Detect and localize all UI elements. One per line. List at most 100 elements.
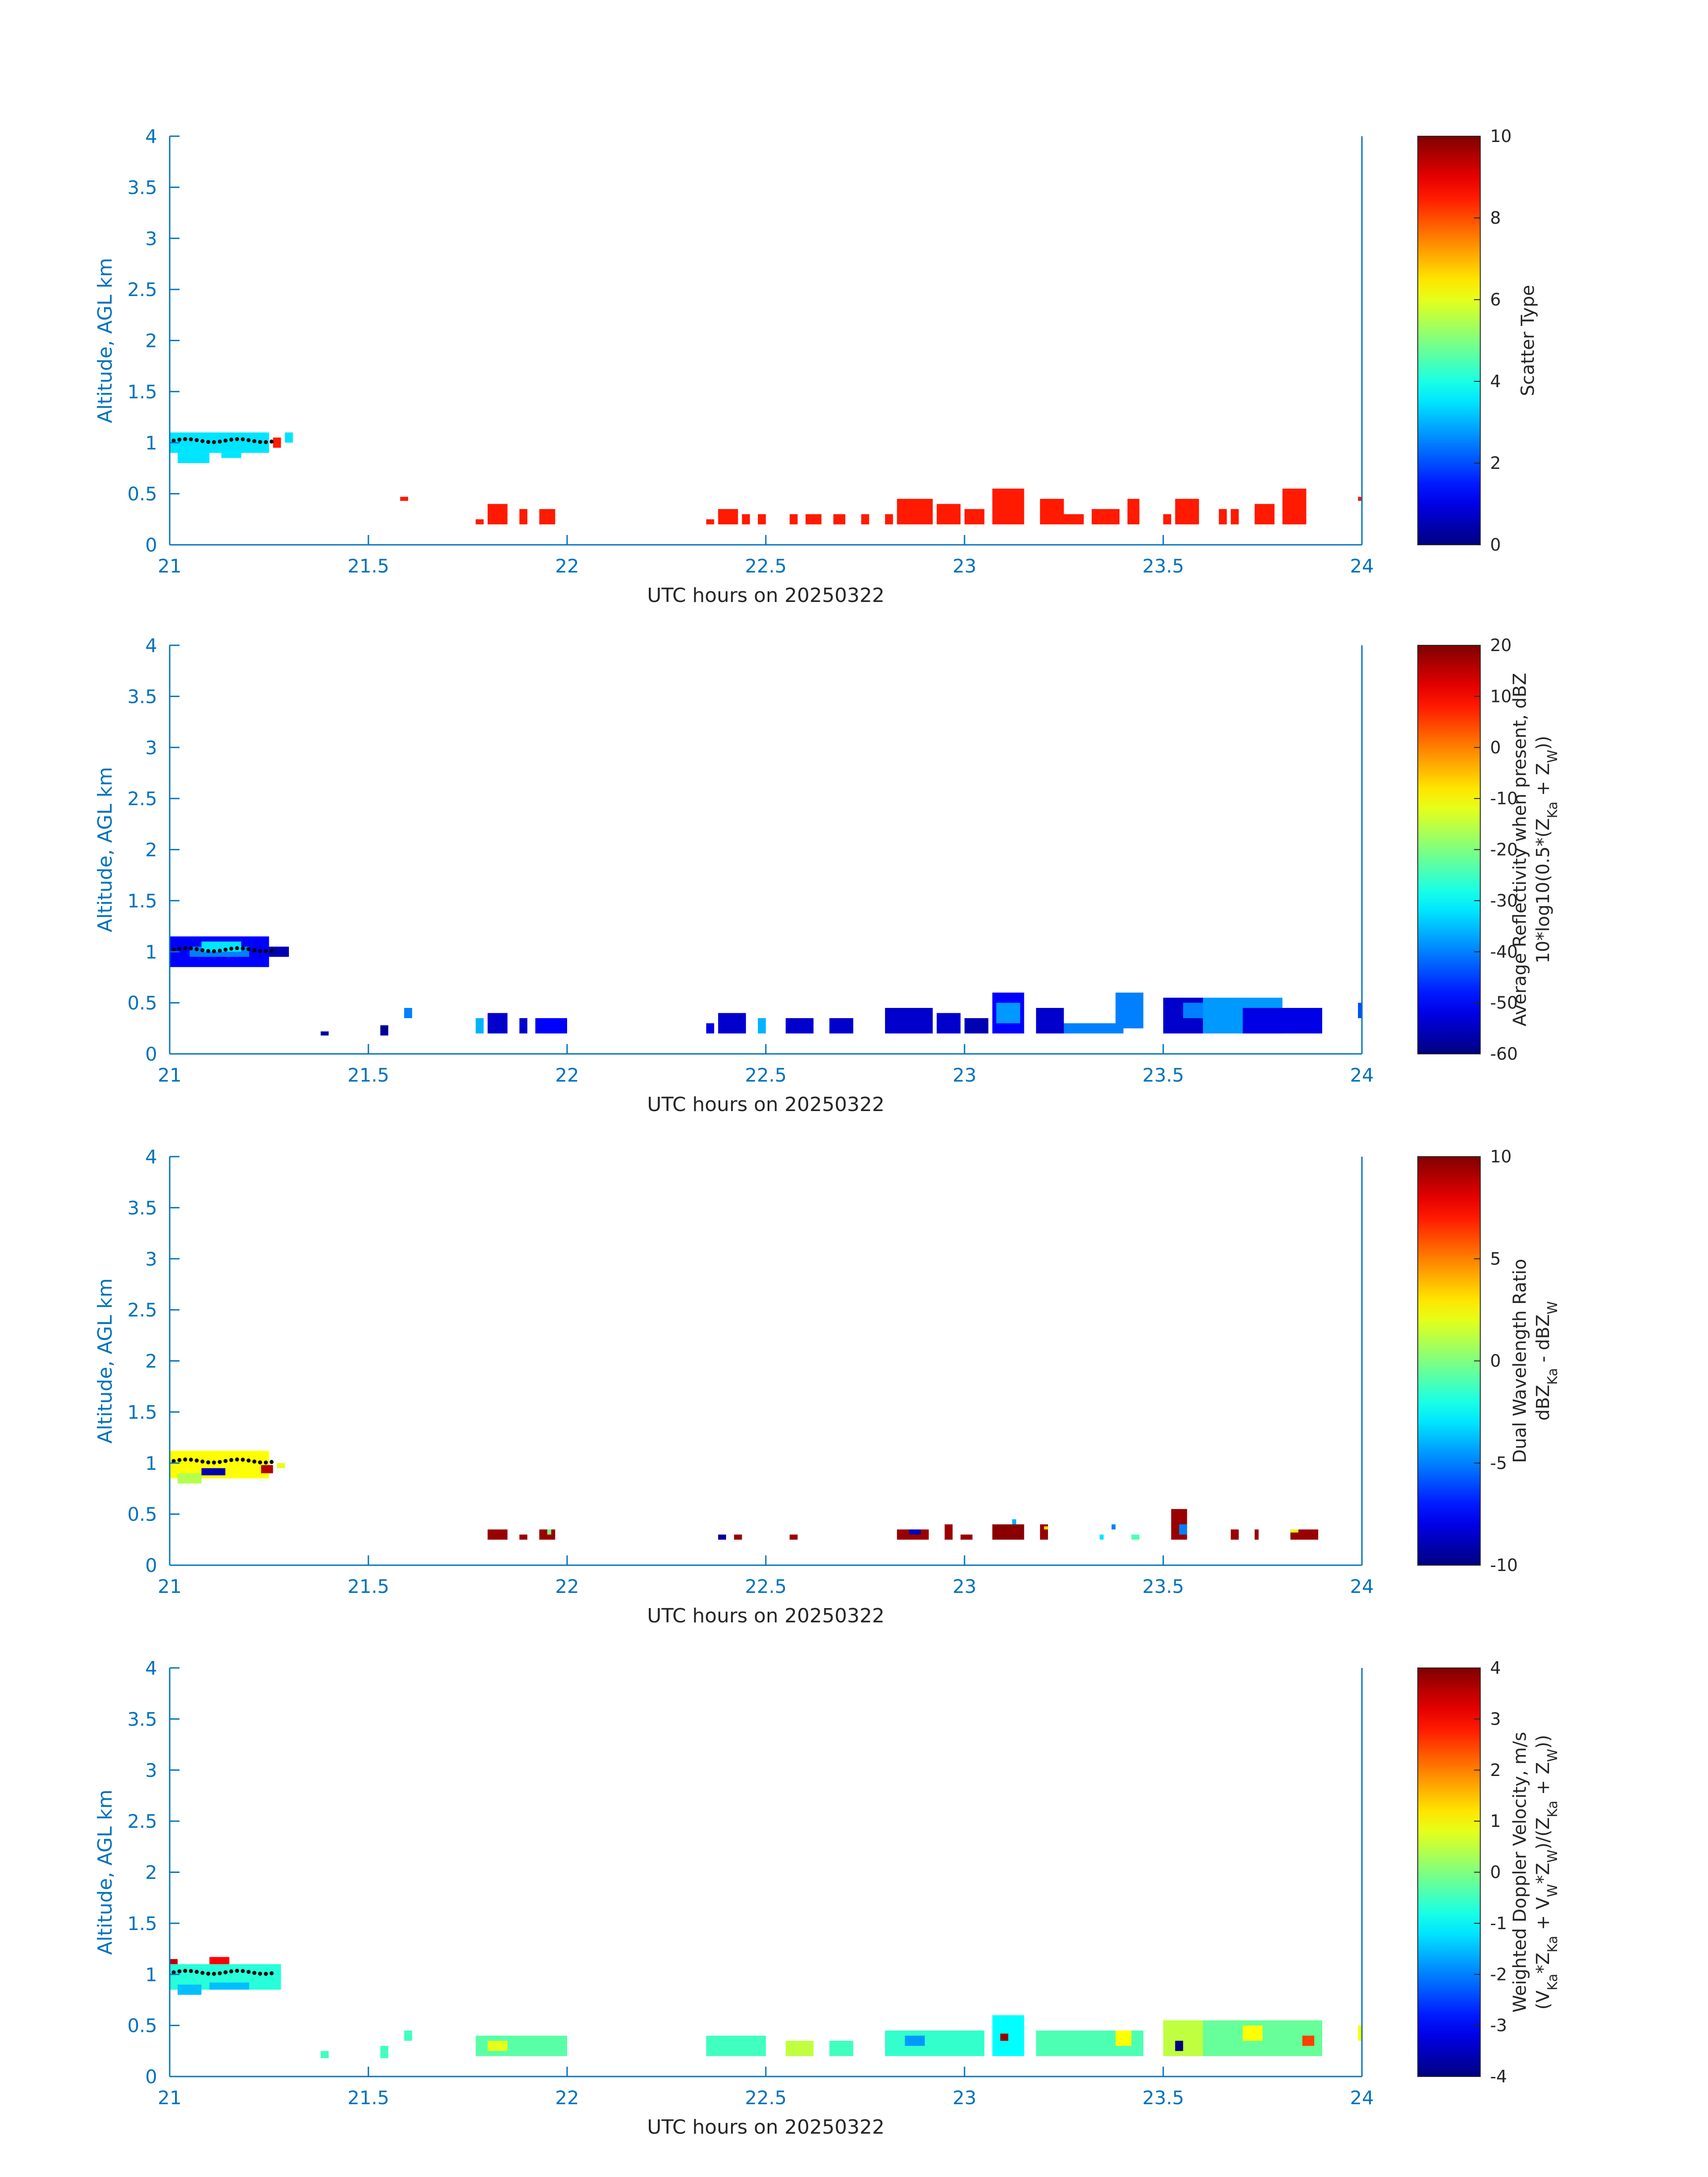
colorbar-gradient [1417,1667,1481,2077]
colorbar-tick-label: 10 [1490,126,1512,146]
data-cell [1163,514,1171,525]
cloud-base-dot [241,1458,245,1462]
data-cell [718,509,738,525]
y-tick-label: 2 [145,1862,157,1884]
data-cell [1127,499,1140,525]
x-tick-label: 23 [952,1064,976,1086]
data-cell [285,432,293,443]
cloud-base-dot [177,1969,182,1973]
y-tick-label: 3.5 [127,176,157,198]
data-cell [209,1957,230,1964]
colorbar-tick-label: 3 [1490,1709,1501,1729]
data-cell [1040,499,1064,525]
x-tick-label: 23.5 [1142,2087,1184,2109]
data-cell [1175,499,1199,525]
x-tick-label: 21.5 [347,1575,389,1597]
cloud-base-dot [177,437,182,442]
data-cell [936,1013,961,1034]
colorbar-gradient [1417,136,1481,545]
cloud-base-dots [171,1457,274,1465]
data-cell [706,519,714,525]
panel-2: 21 21.5 22 22.5 23 23.5 2400.511.522.533.54UTC… [94,635,1561,1116]
data-cell [996,1003,1020,1024]
colorbar-tick-label: -10 [1490,1555,1518,1575]
x-tick-label: 21 [158,2087,181,2109]
y-axis-label: Altitude, AGL km [94,258,117,423]
cloud-base-dot [263,949,268,953]
cloud-base-dot [195,1970,199,1974]
cloud-base-dot [258,1972,262,1976]
x-tick-label: 21.5 [347,555,389,577]
data-cell [829,1018,853,1034]
cloud-base-dot [246,438,251,443]
cloud-base-dot [217,949,222,953]
colorbar-label: Weighted Doppler Velocity, m/s [1510,1732,1530,2013]
x-tick-label: 23.5 [1142,1575,1184,1597]
data-cell [519,1018,527,1034]
colorbar: 0 2 4 6 8 10 Scatter Type [1417,126,1538,555]
data-cell [1231,509,1239,525]
cloud-base-dot [206,1460,210,1465]
data-cell [965,509,985,525]
y-tick-label: 0 [145,1043,157,1065]
data-cell [547,1529,551,1535]
data-cell [261,1465,273,1474]
y-tick-label: 3 [145,228,157,250]
y-tick-label: 3 [145,1248,157,1270]
cloud-base-dot [241,1969,245,1973]
cloud-base-dots [171,946,274,953]
data-cell [519,509,527,525]
data-cell [476,519,484,525]
cloud-base-dot [235,1968,239,1973]
x-tick-label: 22 [555,1064,579,1086]
data-cell [1091,509,1120,525]
cloud-base-dot [206,1972,210,1976]
cloud-base-dot [217,1460,222,1464]
colorbar-tick-label: 1 [1490,1811,1501,1831]
colorbar-label-formula: (VKa*ZKa + VW*ZW)/(ZKa + ZW)) [1533,1735,1561,2010]
data-cell [1231,1529,1239,1540]
data-cell [1243,2025,1263,2041]
data-cell [1243,1008,1322,1034]
data-cell [321,1031,329,1036]
colorbar-tick-label: -30 [1490,891,1518,911]
colorbar-tick-label: 4 [1490,1658,1501,1678]
y-tick-label: 2 [145,1350,157,1372]
cloud-base-dot [223,948,228,952]
colorbar-label: Scatter Type [1518,285,1538,396]
y-tick-label: 0 [145,534,157,556]
cloud-base-dot [212,1460,216,1465]
data-cell [535,1018,567,1034]
colorbar-tick-label: 0 [1490,1351,1501,1371]
cloud-base-dot [212,1972,216,1976]
colorbar-tick-label: 0 [1490,738,1501,757]
cloud-base-dot [171,439,176,443]
y-tick-label: 2.5 [127,1810,157,1832]
colorbar-tick-label: 0 [1490,1863,1501,1882]
y-tick-label: 3.5 [127,1708,157,1730]
cloud-base-dot [258,949,262,953]
data-cell [1254,1529,1259,1540]
colorbar-tick-label: 8 [1490,208,1501,228]
colorbar-label-formula: 10*log10(0.5*(ZKa + ZW)) [1533,736,1561,964]
x-tick-label: 23.5 [1142,1064,1184,1086]
colorbar-tick-label: -4 [1490,2067,1507,2086]
data-cell [476,1018,484,1034]
y-tick-label: 0.5 [127,2015,157,2037]
y-tick-label: 0 [145,2066,157,2088]
y-tick-label: 4 [145,1657,157,1679]
panel-1: 21 21.5 22 22.5 23 23.5 2400.511.522.533.54UTC… [94,125,1538,607]
data-cell [785,1018,814,1034]
x-axis-label: UTC hours on 20250322 [647,2116,885,2139]
y-tick-label: 4 [145,125,157,147]
data-cell [706,2035,766,2056]
x-tick-label: 22.5 [745,555,787,577]
data-cell [706,1023,714,1034]
x-tick-label: 23 [952,1575,976,1597]
data-cell [1064,1023,1123,1034]
cloud-base-dot [246,947,251,952]
x-tick-label: 24 [1350,2087,1374,2109]
data-cell [1290,1529,1299,1533]
x-tick-label: 22.5 [745,1064,787,1086]
colorbar-tick-label: 4 [1490,372,1501,391]
